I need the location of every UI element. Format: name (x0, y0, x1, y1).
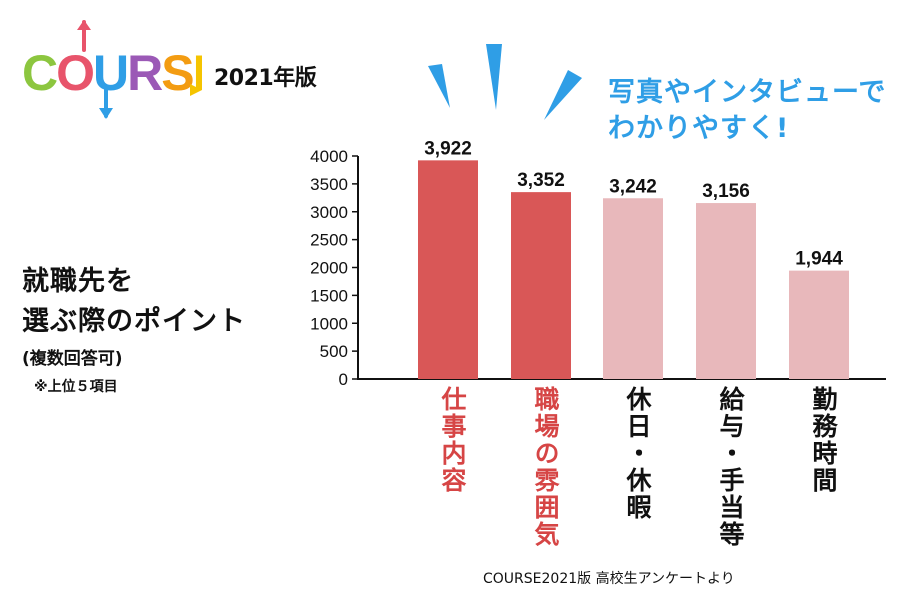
y-tick-label: 500 (320, 342, 348, 361)
y-tick-label: 2500 (310, 231, 348, 250)
callout-line-1: 写真やインタビューで (608, 77, 887, 108)
bar-5 (789, 270, 849, 379)
callout-line-2: わかりやすく! (608, 113, 790, 144)
callout-text: 写真やインタビューで わかりやすく! (608, 75, 886, 147)
data-label-5: 1,944 (795, 249, 843, 270)
category-label-5: 勤務時間 (809, 386, 838, 494)
bar-1 (418, 160, 478, 379)
note: ※上位５項目 (34, 379, 118, 395)
category-label-4: 給与・手当等 (716, 386, 745, 548)
title-line-2: 選ぶ際のポイント (22, 306, 246, 337)
bar-2 (511, 192, 571, 379)
data-label-3: 3,242 (609, 176, 657, 197)
title-line-1: 就職先を (22, 266, 134, 297)
y-tick-label: 0 (339, 370, 348, 389)
chart-title: 就職先を 選ぶ際のポイント (22, 262, 246, 342)
y-tick-label: 2000 (310, 259, 348, 278)
source-note: COURSE2021版 高校生アンケートより (483, 571, 735, 587)
category-label-3: 休日・休暇 (623, 386, 652, 521)
y-tick-label: 3500 (310, 175, 348, 194)
bar-4 (696, 203, 756, 379)
data-label-1: 3,922 (424, 138, 472, 159)
emphasis-rays (428, 44, 582, 120)
category-label-2: 職場の雰囲気 (531, 386, 560, 548)
y-tick-label: 1000 (310, 314, 348, 333)
logo-text: COURSE (22, 45, 202, 101)
subtitle: (複数回答可) (22, 349, 123, 369)
y-tick-label: 4000 (310, 147, 348, 166)
edition-label: 2021年版 (214, 66, 317, 91)
data-label-2: 3,352 (517, 170, 565, 191)
category-label-1: 仕事内容 (438, 386, 467, 494)
y-tick-label: 3000 (310, 203, 348, 222)
course-logo: COURSE (22, 20, 202, 119)
bar-3 (603, 198, 663, 379)
y-tick-label: 1500 (310, 286, 348, 305)
data-label-4: 3,156 (702, 181, 750, 202)
